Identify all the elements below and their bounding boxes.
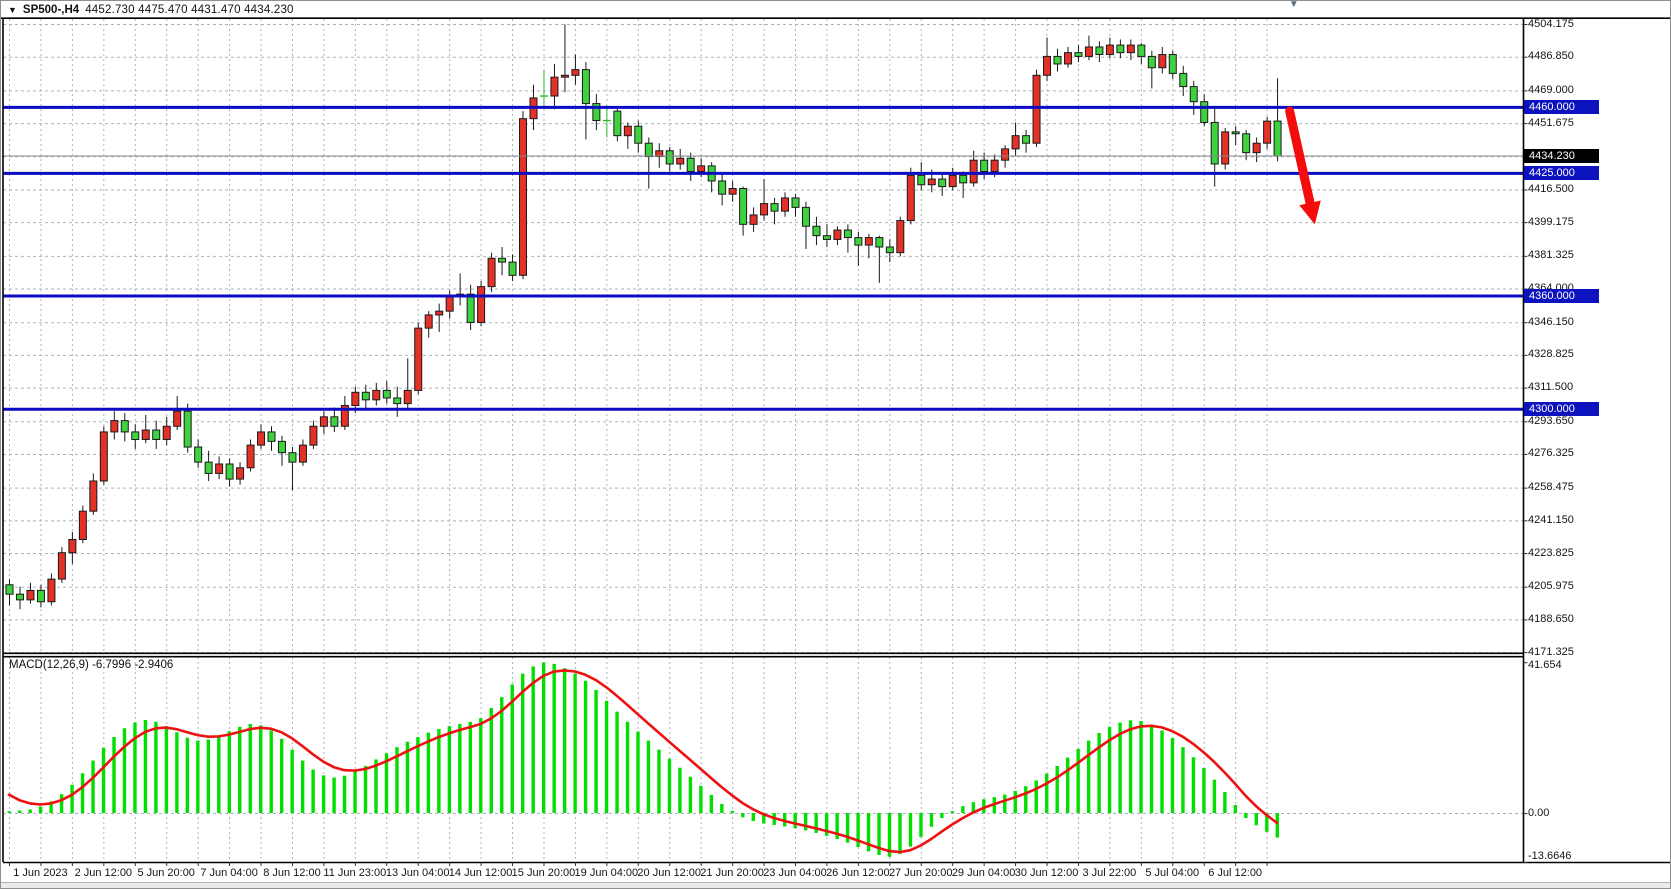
- macd-tick-label: 41.654: [1528, 659, 1562, 671]
- time-tick-label: 2 Jun 12:00: [74, 867, 133, 879]
- time-tick-label: 3 Jul 22:00: [1082, 867, 1137, 879]
- support-resistance-lines[interactable]: [3, 105, 1524, 411]
- time-tick-label: 8 Jun 12:00: [263, 867, 321, 879]
- price-tick-label: 4469.000: [1528, 83, 1574, 96]
- time-tick-label: 13 Jun 04:00: [385, 867, 450, 879]
- chart-title-bar: ▼ SP500-,H4 4452.730 4475.470 4431.470 4…: [1, 1, 1670, 18]
- time-tick-label: 21 Jun 20:00: [700, 867, 764, 879]
- price-tick-label: 4241.150: [1528, 513, 1574, 526]
- chart-frame: [1, 17, 1670, 864]
- time-tick-label: 23 Jun 04:00: [763, 867, 827, 879]
- chart-dropdown-icon[interactable]: ▼: [8, 4, 17, 15]
- time-tick-label: 29 Jun 04:00: [951, 867, 1016, 879]
- time-tick-label: 11 Jun 23:00: [323, 867, 387, 879]
- price-tick-label: 4504.175: [1528, 17, 1574, 30]
- price-tick-label: 4486.850: [1528, 50, 1574, 63]
- chart-shift-marker-icon[interactable]: ▼: [1288, 0, 1299, 10]
- time-tick-label: 14 Jun 12:00: [448, 867, 513, 879]
- time-tick-label: 5 Jun 20:00: [137, 867, 195, 879]
- price-tick-label: 4451.675: [1528, 116, 1574, 129]
- price-tick-label: 4346.150: [1528, 315, 1574, 328]
- current-price-badge: 4434.230: [1524, 148, 1599, 163]
- price-tick-label: 4171.325: [1528, 645, 1574, 658]
- chart-ohlc-values: 4452.730 4475.470 4431.470 4434.230: [85, 3, 294, 16]
- time-tick-label: 15 Jun 20:00: [511, 867, 576, 879]
- axis-ticks: [9, 24, 1528, 866]
- price-tick-label: 4311.500: [1528, 381, 1574, 394]
- time-tick-label: 1 Jun 2023: [13, 867, 68, 879]
- price-tick-label: 4293.650: [1528, 414, 1574, 427]
- macd-tick-label: -13.6646: [1528, 850, 1572, 862]
- level-price-badge: 4360.000: [1524, 289, 1599, 304]
- macd-signal-line: [7, 669, 1279, 854]
- price-tick-label: 4205.975: [1528, 580, 1574, 593]
- price-tick-label: 4328.825: [1528, 348, 1574, 361]
- time-tick-label: 20 Jun 12:00: [637, 867, 702, 879]
- price-tick-label: 4258.475: [1528, 481, 1574, 494]
- level-price-badge: 4460.000: [1524, 100, 1599, 115]
- time-tick-label: 27 Jun 20:00: [888, 867, 953, 879]
- candles: [5, 24, 1282, 610]
- macd-tick-label: 0.00: [1528, 806, 1550, 819]
- status-strip: [1, 882, 1670, 888]
- price-tick-label: 4381.325: [1528, 249, 1574, 262]
- price-tick-label: 4276.325: [1528, 447, 1574, 460]
- price-tick-label: 4416.500: [1528, 182, 1574, 195]
- price-tick-label: 4188.650: [1528, 612, 1574, 625]
- macd-name: MACD(12,26,9): [9, 659, 89, 671]
- price-tick-label: 4223.825: [1528, 546, 1574, 559]
- macd-indicator-label: MACD(12,26,9) -6.7996 -2.9406: [9, 659, 173, 671]
- level-price-badge: 4300.000: [1524, 402, 1599, 417]
- macd-histogram: [7, 662, 1279, 857]
- time-tick-label: 26 Jun 12:00: [826, 867, 890, 879]
- time-tick-label: 7 Jun 04:00: [200, 867, 258, 879]
- price-tick-label: 4399.175: [1528, 215, 1574, 228]
- macd-main-value: -6.7996: [92, 659, 132, 671]
- macd-signal-value: -2.9406: [134, 659, 174, 671]
- trend-arrow[interactable]: [1285, 106, 1321, 225]
- time-tick-label: 30 Jun 12:00: [1014, 867, 1079, 879]
- time-tick-label: 19 Jun 04:00: [574, 867, 639, 879]
- time-tick-label: 5 Jul 04:00: [1145, 867, 1200, 879]
- chart-symbol-period: SP500-,H4: [22, 3, 80, 16]
- level-price-badge: 4425.000: [1524, 166, 1599, 181]
- time-tick-label: 6 Jul 12:00: [1208, 867, 1263, 879]
